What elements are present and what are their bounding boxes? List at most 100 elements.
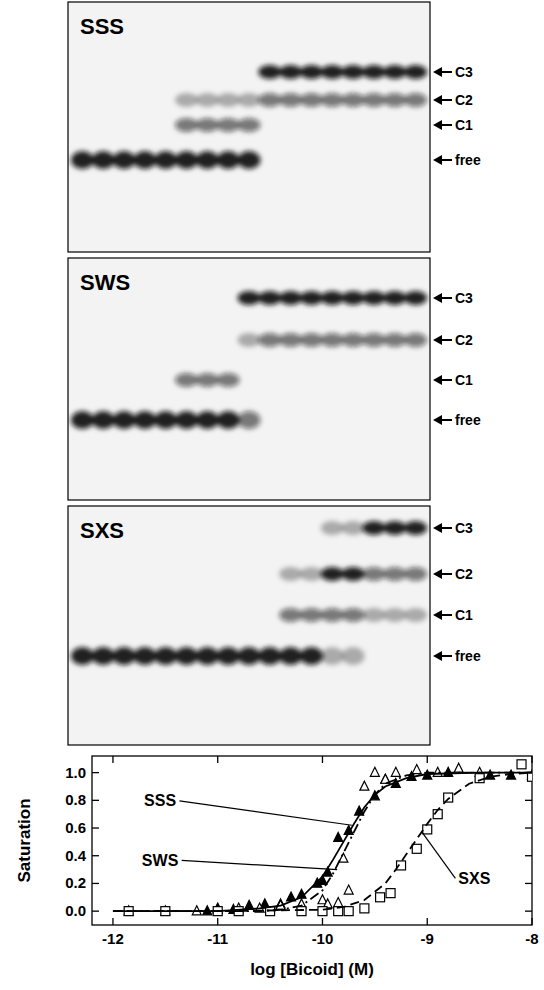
plot-frame bbox=[92, 756, 532, 925]
gel-panel: SXSC3C2C1free bbox=[68, 506, 481, 745]
band-label: C2 bbox=[455, 566, 473, 582]
band-label: free bbox=[455, 648, 481, 664]
gel-band bbox=[217, 647, 240, 665]
gel-band bbox=[238, 333, 261, 347]
gel-band bbox=[175, 93, 198, 107]
chart: -12-11-10-9-80.00.20.40.60.81.0log [Bico… bbox=[15, 756, 539, 979]
data-point bbox=[412, 765, 421, 774]
gel-band bbox=[279, 647, 302, 665]
data-point bbox=[475, 774, 484, 783]
band-arrow-line bbox=[440, 527, 452, 529]
gel-band bbox=[258, 93, 281, 107]
gel-band bbox=[404, 521, 427, 535]
data-point bbox=[444, 793, 453, 802]
gel-band bbox=[279, 65, 302, 79]
band-arrow-line bbox=[440, 71, 452, 73]
gel-band bbox=[362, 333, 385, 347]
band-label: C1 bbox=[455, 607, 473, 623]
x-tick bbox=[217, 918, 218, 925]
band-label: C1 bbox=[455, 117, 473, 133]
gel-band bbox=[383, 521, 406, 535]
gel-band bbox=[175, 647, 198, 665]
gel-band bbox=[300, 608, 323, 622]
data-point bbox=[360, 904, 369, 913]
band-label: C1 bbox=[455, 372, 473, 388]
gel-band bbox=[342, 93, 365, 107]
gel-band bbox=[300, 333, 323, 347]
data-point bbox=[360, 781, 369, 790]
gel-band bbox=[175, 411, 198, 429]
gel-panel: SSSC3C2C1free bbox=[68, 2, 481, 252]
band-arrow-line bbox=[440, 159, 452, 161]
gel-band bbox=[154, 151, 177, 169]
gel-band bbox=[279, 608, 302, 622]
x-tick bbox=[112, 918, 113, 925]
gel-band bbox=[404, 93, 427, 107]
gel-band bbox=[238, 411, 261, 429]
data-point bbox=[334, 898, 343, 907]
x-tick-label: -9 bbox=[421, 930, 434, 947]
fit-curve bbox=[113, 773, 532, 912]
gel-band bbox=[362, 521, 385, 535]
gel-band bbox=[71, 647, 94, 665]
gel-band bbox=[175, 118, 198, 132]
data-point bbox=[376, 893, 385, 902]
gel-band bbox=[404, 567, 427, 581]
x-axis-title: log [Bicoid] (M) bbox=[250, 960, 374, 979]
x-tick bbox=[322, 756, 323, 763]
gel-frame bbox=[68, 2, 430, 252]
gel-band bbox=[238, 118, 261, 132]
band-arrow-line bbox=[440, 99, 452, 101]
data-point bbox=[318, 907, 327, 916]
fit-curve bbox=[113, 773, 532, 912]
gel-band bbox=[300, 65, 323, 79]
x-tick bbox=[531, 918, 532, 925]
gel-band bbox=[258, 647, 281, 665]
gel-band bbox=[154, 411, 177, 429]
gel-frame bbox=[68, 258, 430, 500]
data-point bbox=[344, 907, 353, 916]
gel-band bbox=[196, 93, 219, 107]
y-axis-title: Saturation bbox=[15, 798, 34, 882]
y-tick-label: 0.2 bbox=[65, 874, 86, 891]
gel-band bbox=[196, 411, 219, 429]
band-arrow-line bbox=[440, 655, 452, 657]
band-label: free bbox=[455, 412, 481, 428]
gel-band bbox=[217, 93, 240, 107]
data-point bbox=[454, 763, 463, 772]
gel-band bbox=[404, 608, 427, 622]
y-tick-label: 1.0 bbox=[65, 764, 86, 781]
gel-band bbox=[217, 151, 240, 169]
band-arrow-line bbox=[440, 124, 452, 126]
gel-band bbox=[71, 151, 94, 169]
data-point bbox=[486, 770, 495, 779]
gel-band bbox=[383, 93, 406, 107]
gel-band bbox=[383, 65, 406, 79]
gel-band bbox=[321, 567, 344, 581]
gel-band bbox=[342, 647, 365, 665]
data-point bbox=[412, 844, 421, 853]
gel-band bbox=[321, 521, 344, 535]
data-point bbox=[370, 767, 379, 776]
gel-band bbox=[196, 151, 219, 169]
gel-bands bbox=[71, 521, 427, 665]
gel-band bbox=[321, 291, 344, 305]
gel-band bbox=[217, 411, 240, 429]
data-point bbox=[297, 907, 306, 916]
gel-band bbox=[362, 65, 385, 79]
data-point bbox=[245, 900, 254, 909]
data-point bbox=[391, 767, 400, 776]
gel-band bbox=[92, 411, 115, 429]
y-tick bbox=[525, 800, 532, 801]
band-label: C2 bbox=[455, 332, 473, 348]
gel-band bbox=[217, 118, 240, 132]
y-tick bbox=[525, 827, 532, 828]
gel-band bbox=[175, 373, 198, 387]
y-tick bbox=[525, 910, 532, 911]
band-arrow-line bbox=[440, 297, 452, 299]
gel-band bbox=[279, 93, 302, 107]
annotation: SWS bbox=[142, 852, 179, 869]
band-label: free bbox=[455, 152, 481, 168]
y-tick bbox=[525, 855, 532, 856]
y-tick bbox=[92, 883, 99, 884]
